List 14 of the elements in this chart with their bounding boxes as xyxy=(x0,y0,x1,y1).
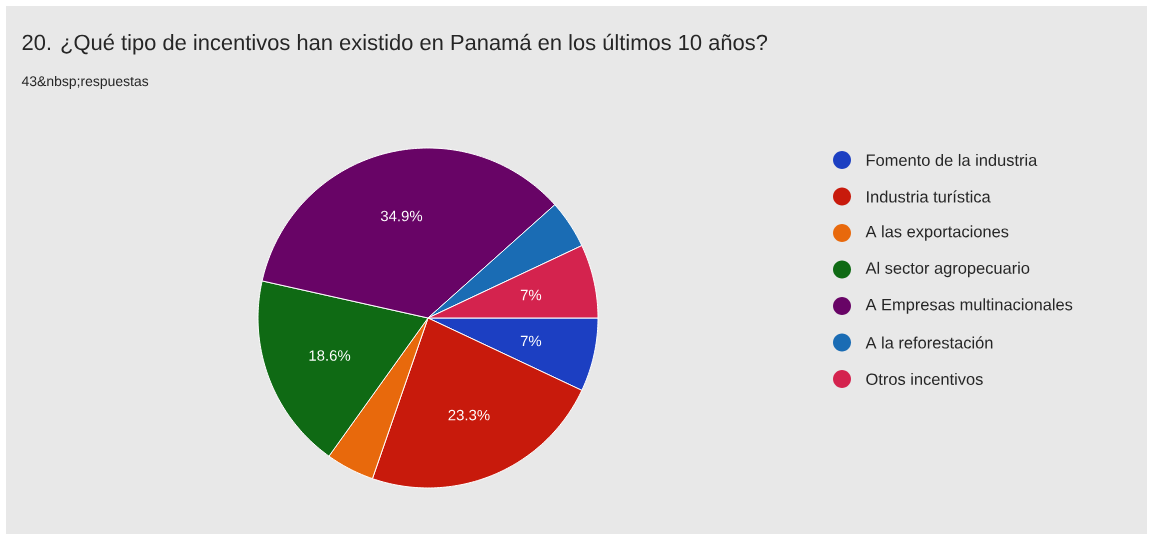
legend-label: A las exportaciones xyxy=(865,225,1009,241)
legend-label: Fomento de la industria xyxy=(866,153,1038,167)
text: 43&nbsp;respuestas xyxy=(21,75,149,89)
legend-label: A la reforestación xyxy=(865,336,993,349)
data-label: 18.6% xyxy=(309,350,351,361)
chart-title: 20. ¿Qué tipo de incentivos han existido en Panamá en los últimos 10 años? xyxy=(22,33,768,55)
data-label: 7% xyxy=(520,289,542,301)
data-label: 7% xyxy=(520,335,542,347)
legend-label: Otros incentivos xyxy=(866,372,983,386)
data-label: 23.3% xyxy=(448,409,490,421)
legend-label: Industria turística xyxy=(867,190,991,203)
legend-label: Al sector agropecuario xyxy=(865,261,1030,278)
legend-label: A Empresas multinacionales xyxy=(865,298,1073,314)
data-label: 34.9% xyxy=(380,210,423,222)
